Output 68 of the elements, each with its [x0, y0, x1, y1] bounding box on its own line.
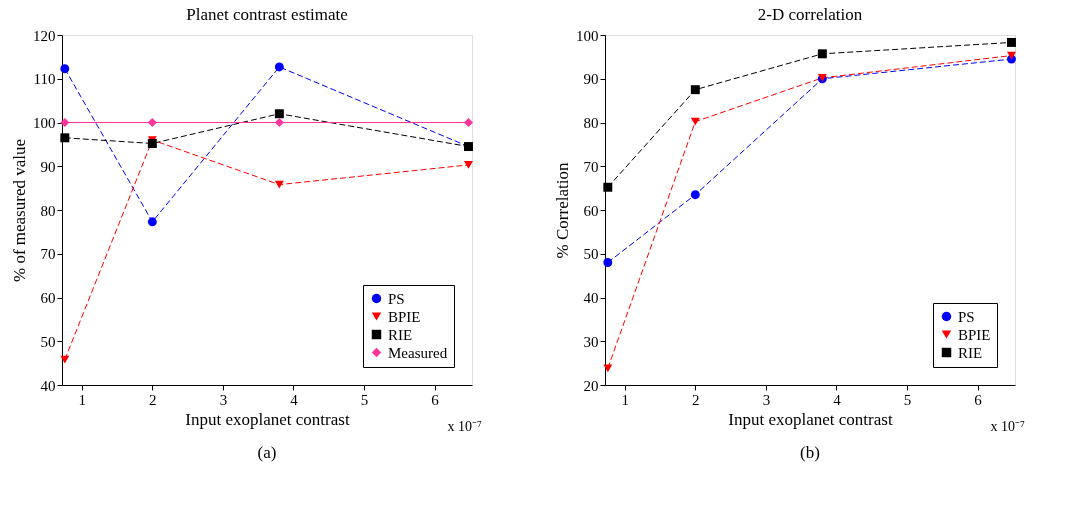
- point: [60, 133, 70, 143]
- text: (b): [800, 443, 820, 462]
- y-tick-label: 70: [583, 158, 599, 175]
- y-tick-label: 50: [40, 333, 56, 350]
- x-tick-label: 1: [621, 391, 630, 408]
- x-tick-label: 1: [78, 391, 87, 408]
- y-tick-label: 100: [576, 27, 599, 44]
- x-tick-label: 3: [762, 391, 771, 408]
- point: [274, 62, 284, 72]
- x-tick-label: 4: [290, 391, 299, 408]
- x-tick-label: 3: [219, 391, 228, 408]
- y-tick-label: 90: [583, 71, 599, 88]
- x-tick-label: 2: [149, 391, 157, 408]
- point: [603, 182, 613, 192]
- text: x 10⁻⁷: [447, 419, 483, 434]
- y-tick-label: 70: [40, 246, 56, 263]
- legend-label: PS: [388, 290, 405, 307]
- text: x 10⁻⁷: [990, 419, 1026, 434]
- point: [147, 118, 157, 127]
- point: [60, 118, 70, 127]
- point: [464, 161, 473, 169]
- point: [1007, 37, 1016, 47]
- point: [274, 118, 284, 127]
- x-tick-label: 2: [692, 391, 700, 408]
- y-tick-label: 50: [583, 246, 599, 263]
- chart-title: 2-D correlation: [757, 5, 863, 24]
- y-tick-label: 40: [583, 290, 599, 306]
- point: [690, 85, 700, 95]
- y-tick-label: 120: [33, 27, 56, 44]
- x-tick-label: 4: [833, 391, 842, 408]
- y-tick-label: 110: [33, 71, 56, 88]
- y-axis-title: % of measured value: [10, 138, 29, 283]
- legend-label: RIE: [958, 344, 983, 361]
- point: [690, 117, 700, 126]
- y-tick-label: 40: [40, 377, 56, 394]
- y-tick-label: 20: [583, 377, 599, 394]
- point: [1007, 51, 1016, 60]
- y-tick-label: 90: [40, 158, 56, 175]
- point: [690, 190, 700, 200]
- point: [147, 139, 157, 148]
- x-tick-label: 5: [903, 391, 912, 408]
- legend-label: Measured: [388, 344, 448, 361]
- point: [147, 217, 157, 227]
- x-axis-title: Input exoplanet contrast: [728, 409, 893, 429]
- point: [60, 355, 70, 364]
- legend-label: PS: [958, 308, 975, 325]
- y-tick-label: 100: [33, 115, 56, 131]
- chart-title: Planet contrast estimate: [186, 5, 348, 24]
- point: [817, 49, 827, 59]
- x-axis-title: Input exoplanet contrast: [185, 409, 350, 429]
- point: [603, 258, 613, 267]
- x-tick-label: 5: [360, 391, 369, 408]
- y-tick-label: 80: [40, 202, 56, 219]
- y-axis-title: % Correlation: [553, 162, 572, 259]
- legend-label: BPIE: [958, 326, 991, 343]
- point: [274, 109, 284, 119]
- x-tick-label: 6: [431, 391, 440, 408]
- y-tick-label: 60: [40, 290, 56, 306]
- point: [60, 64, 70, 74]
- point: [274, 180, 284, 189]
- x-tick-label: 6: [974, 391, 983, 408]
- y-tick-label: 60: [583, 202, 599, 219]
- text: (a): [257, 443, 277, 462]
- legend-label: RIE: [388, 326, 413, 343]
- y-tick-label: 80: [583, 115, 599, 131]
- y-tick-label: 30: [583, 333, 599, 350]
- legend-label: BPIE: [388, 308, 421, 325]
- point: [464, 118, 473, 127]
